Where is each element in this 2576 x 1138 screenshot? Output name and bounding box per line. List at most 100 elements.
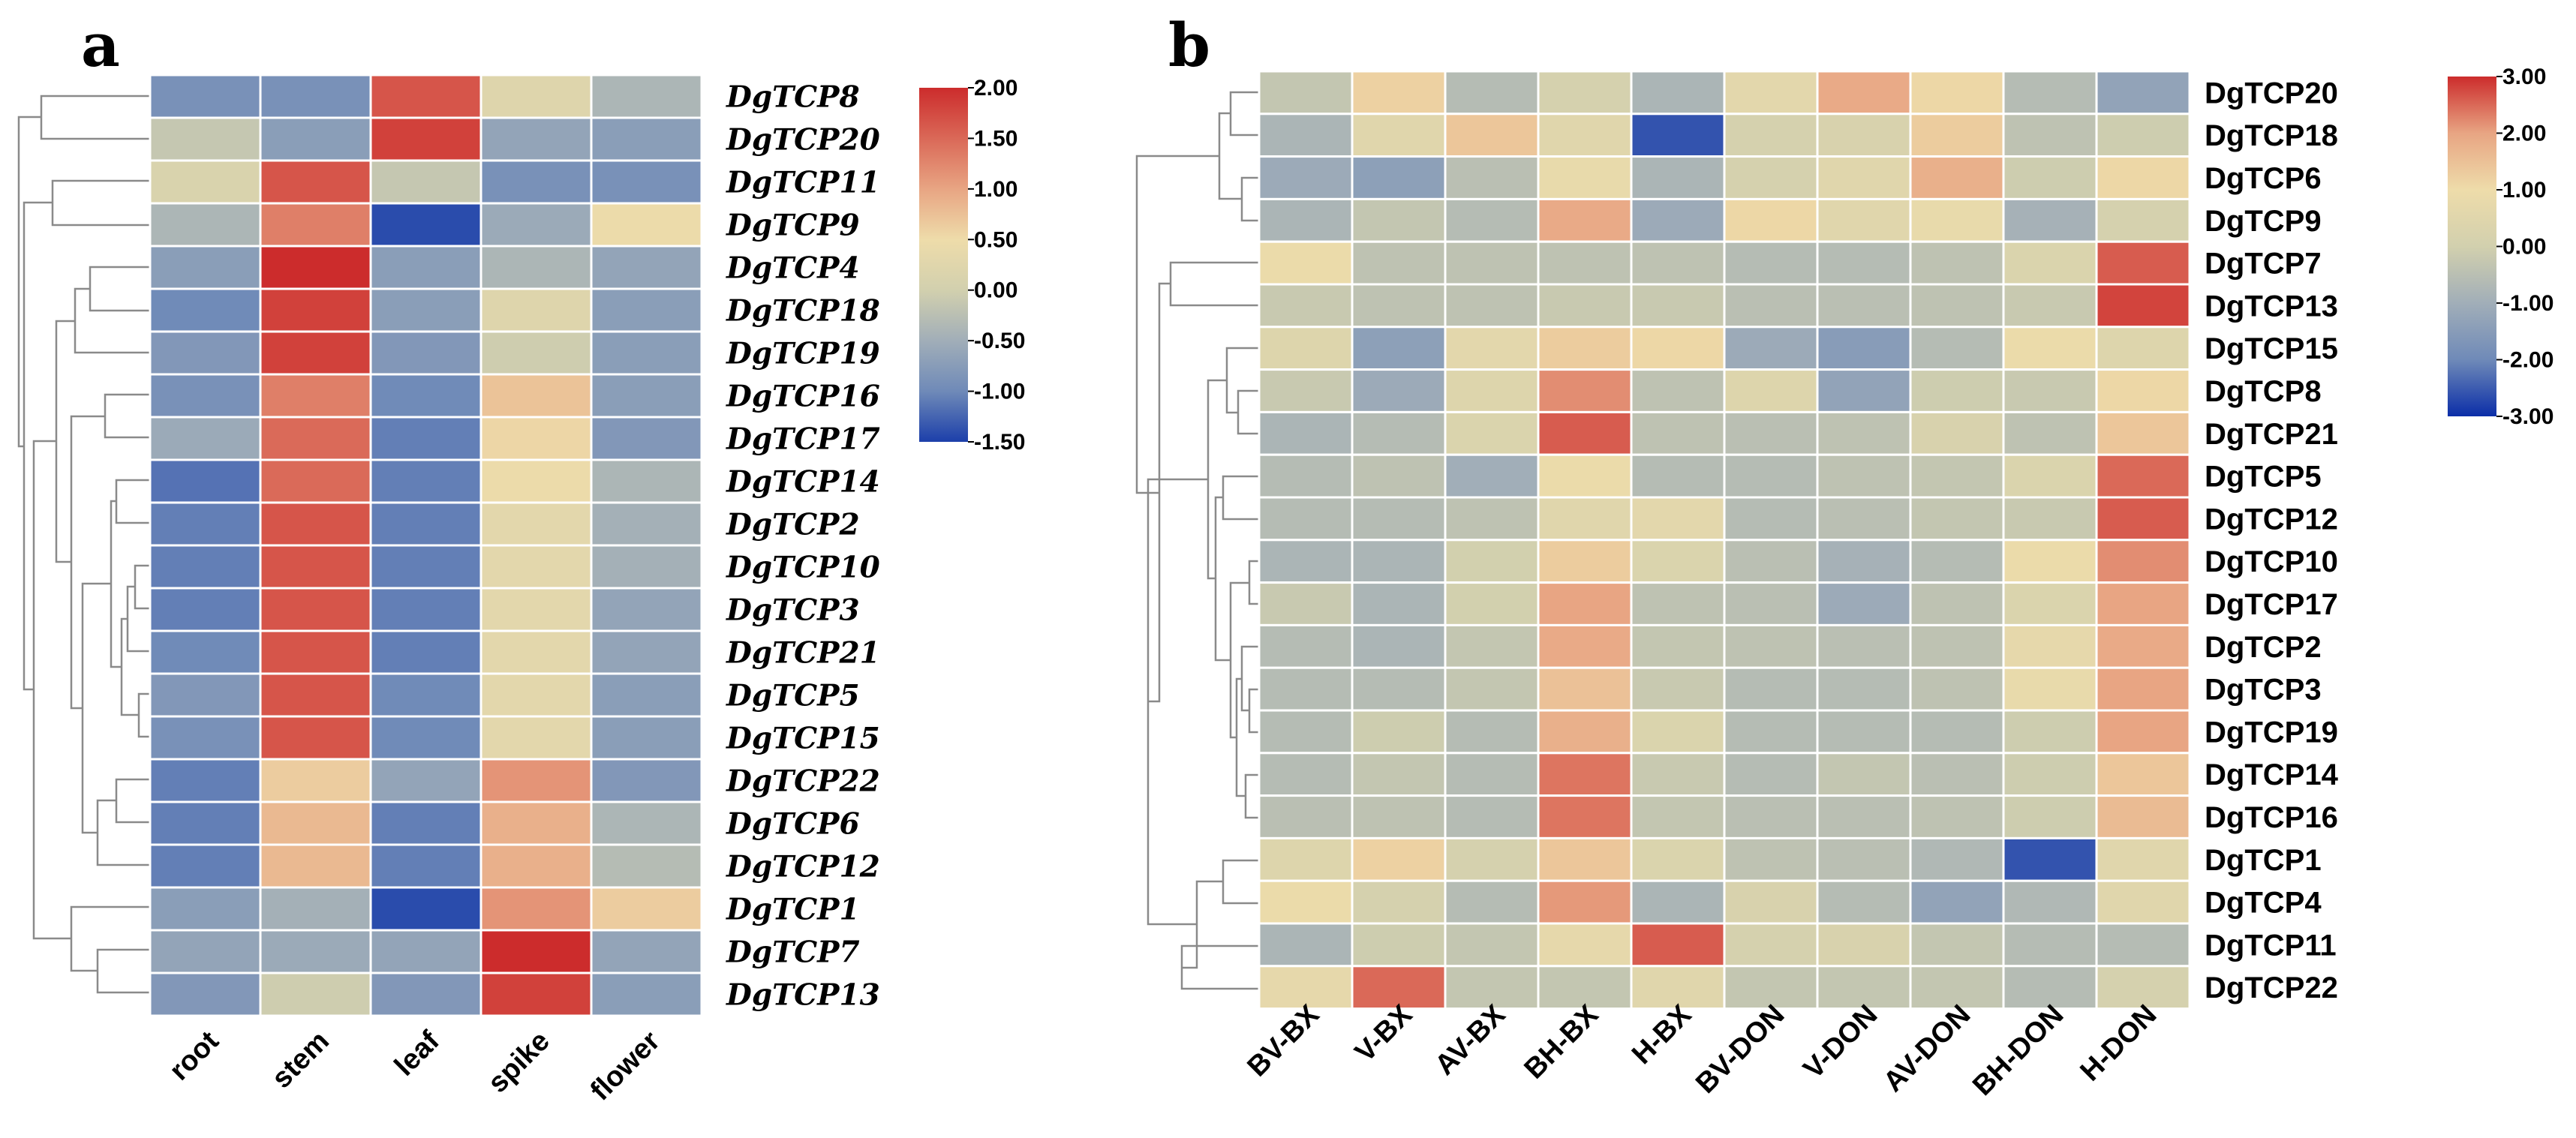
row-label-DgTCP16: DgTCP16 <box>2205 801 2338 834</box>
heatmap-cell-DgTCP11-V-DON <box>1816 922 1912 968</box>
heatmap-cell-DgTCP21-V-DON <box>1816 410 1912 456</box>
heatmap-cell-DgTCP13-BV-DON <box>1723 283 1819 329</box>
heatmap-cell-DgTCP22-BH-DON <box>2002 965 2098 1010</box>
heatmap-cell-DgTCP16-flower <box>590 373 703 419</box>
heatmap-cell-DgTCP17-BH-BX <box>1537 581 1633 626</box>
heatmap-cell-DgTCP3-spike <box>479 587 593 632</box>
heatmap-cell-DgTCP2-H-DON <box>2095 623 2191 669</box>
panel-b-colorbar-scale <box>2448 77 2496 416</box>
heatmap-cell-DgTCP18-leaf <box>369 287 482 333</box>
heatmap-cell-DgTCP1-BV-DON <box>1723 836 1819 882</box>
heatmap-cell-DgTCP4-spike <box>479 245 593 290</box>
heatmap-cell-DgTCP18-H-DON <box>2095 113 2191 158</box>
heatmap-cell-DgTCP10-H-DON <box>2095 539 2191 584</box>
panel-a-heatmap: a DgTCP8 DgTCP20 DgTCP11 DgTCP9 DgTCP4 <box>17 10 1025 1106</box>
row-label-DgTCP10: DgTCP10 <box>726 551 880 585</box>
heatmap-cell-DgTCP5-BV-BX <box>1258 453 1354 499</box>
panel-b-dendrogram <box>1135 91 1259 990</box>
heatmap-cell-DgTCP7-H-BX <box>1630 240 1726 286</box>
heatmap-cell-DgTCP11-BH-DON <box>2002 922 2098 968</box>
heatmap-cell-DgTCP13-BV-BX <box>1258 283 1354 329</box>
heatmap-cell-DgTCP17-stem <box>259 416 372 461</box>
heatmap-cell-DgTCP20-V-DON <box>1816 70 1912 116</box>
heatmap-cell-DgTCP3-BH-DON <box>2002 666 2098 712</box>
heatmap-cell-DgTCP14-stem <box>259 458 372 504</box>
heatmap-cell-DgTCP11-BV-BX <box>1258 922 1354 968</box>
heatmap-cell-DgTCP18-V-DON <box>1816 113 1912 158</box>
heatmap-cell-DgTCP12-spike <box>479 843 593 889</box>
row-label-DgTCP8: DgTCP8 <box>2205 375 2322 408</box>
heatmap-cell-DgTCP3-BV-DON <box>1723 666 1819 712</box>
row-label-DgTCP21: DgTCP21 <box>726 636 880 671</box>
heatmap-cell-DgTCP19-BV-BX <box>1258 709 1354 755</box>
heatmap-cell-DgTCP4-H-BX <box>1630 879 1726 925</box>
heatmap-cell-DgTCP14-BV-DON <box>1723 752 1819 797</box>
heatmap-cell-DgTCP11-spike <box>479 159 593 205</box>
row-label-DgTCP2: DgTCP2 <box>726 508 860 542</box>
heatmap-cell-DgTCP18-AV-DON <box>1909 113 2005 158</box>
heatmap-cell-DgTCP4-root <box>149 245 262 290</box>
heatmap-cell-DgTCP3-AV-BX <box>1444 666 1540 712</box>
heatmap-cell-DgTCP19-BV-DON <box>1723 709 1819 755</box>
column-label-BH-BX: BH-BX <box>1519 998 1605 1085</box>
column-label-root: root <box>164 1025 225 1086</box>
colorbar-tick-label: 1.00 <box>2502 178 2546 203</box>
heatmap-cell-DgTCP17-BH-DON <box>2002 581 2098 626</box>
column-label-BV-BX: BV-BX <box>1242 998 1326 1082</box>
heatmap-cell-DgTCP12-BH-DON <box>2002 496 2098 542</box>
heatmap-cell-DgTCP19-spike <box>479 330 593 376</box>
heatmap-cell-DgTCP13-H-BX <box>1630 283 1726 329</box>
heatmap-cell-DgTCP20-BH-DON <box>2002 70 2098 116</box>
heatmap-cell-DgTCP1-H-BX <box>1630 836 1726 882</box>
heatmap-cell-DgTCP12-H-DON <box>2095 496 2191 542</box>
heatmap-cell-DgTCP8-H-DON <box>2095 368 2191 413</box>
panel-a-tissue-labels: root stem leaf spike flower <box>164 1025 666 1106</box>
heatmap-cell-DgTCP10-root <box>149 544 262 590</box>
heatmap-cell-DgTCP10-V-DON <box>1816 539 1912 584</box>
heatmap-cell-DgTCP11-V-BX <box>1351 922 1447 968</box>
row-label-DgTCP15: DgTCP15 <box>2205 332 2338 365</box>
heatmap-cell-DgTCP17-leaf <box>369 416 482 461</box>
heatmap-cell-DgTCP22-H-DON <box>2095 965 2191 1010</box>
heatmap-cell-DgTCP15-root <box>149 715 262 761</box>
heatmap-cell-DgTCP19-flower <box>590 330 703 376</box>
row-label-DgTCP22: DgTCP22 <box>2205 971 2338 1004</box>
heatmap-cell-DgTCP15-H-BX <box>1630 326 1726 371</box>
panel-a-dendrogram <box>17 95 150 994</box>
heatmap-cell-DgTCP5-BH-DON <box>2002 453 2098 499</box>
heatmap-cell-DgTCP21-leaf <box>369 629 482 675</box>
heatmap-cell-DgTCP11-flower <box>590 159 703 205</box>
heatmap-cell-DgTCP22-BV-DON <box>1723 965 1819 1010</box>
heatmap-cell-DgTCP6-BV-BX <box>1258 155 1354 200</box>
heatmap-cell-DgTCP20-leaf <box>369 116 482 162</box>
heatmap-cell-DgTCP8-leaf <box>369 74 482 119</box>
heatmap-cell-DgTCP14-BV-BX <box>1258 752 1354 797</box>
heatmap-cell-DgTCP15-BV-DON <box>1723 326 1819 371</box>
column-label-BV-DON: BV-DON <box>1690 999 1790 1100</box>
row-label-DgTCP5: DgTCP5 <box>2205 461 2322 494</box>
heatmap-cell-DgTCP13-leaf <box>369 971 482 1017</box>
heatmap-cell-DgTCP14-V-BX <box>1351 752 1447 797</box>
heatmap-cell-DgTCP3-AV-DON <box>1909 666 2005 712</box>
row-label-DgTCP14: DgTCP14 <box>2205 758 2339 791</box>
heatmap-cell-DgTCP13-BH-DON <box>2002 283 2098 329</box>
row-label-DgTCP1: DgTCP1 <box>2205 844 2322 877</box>
heatmap-cell-DgTCP4-BH-DON <box>2002 879 2098 925</box>
heatmap-cell-DgTCP1-root <box>149 886 262 932</box>
heatmap-cell-DgTCP15-V-BX <box>1351 326 1447 371</box>
heatmap-cell-DgTCP14-BH-BX <box>1537 752 1633 797</box>
heatmap-cell-DgTCP13-spike <box>479 971 593 1017</box>
colorbar-tick-label: -1.00 <box>974 380 1025 404</box>
heatmap-cell-DgTCP6-flower <box>590 800 703 846</box>
row-label-DgTCP14: DgTCP14 <box>726 465 880 500</box>
heatmap-cell-DgTCP14-root <box>149 458 262 504</box>
column-label-AV-BX: AV-BX <box>1429 998 1512 1081</box>
heatmap-cell-DgTCP18-H-BX <box>1630 113 1726 158</box>
heatmap-cell-DgTCP12-V-BX <box>1351 496 1447 542</box>
row-label-DgTCP3: DgTCP3 <box>2205 674 2322 707</box>
heatmap-cell-DgTCP12-flower <box>590 843 703 889</box>
heatmap-cell-DgTCP15-BV-BX <box>1258 326 1354 371</box>
heatmap-cell-DgTCP15-BH-BX <box>1537 326 1633 371</box>
heatmap-cell-DgTCP4-BV-BX <box>1258 879 1354 925</box>
heatmap-cell-DgTCP10-BV-BX <box>1258 539 1354 584</box>
